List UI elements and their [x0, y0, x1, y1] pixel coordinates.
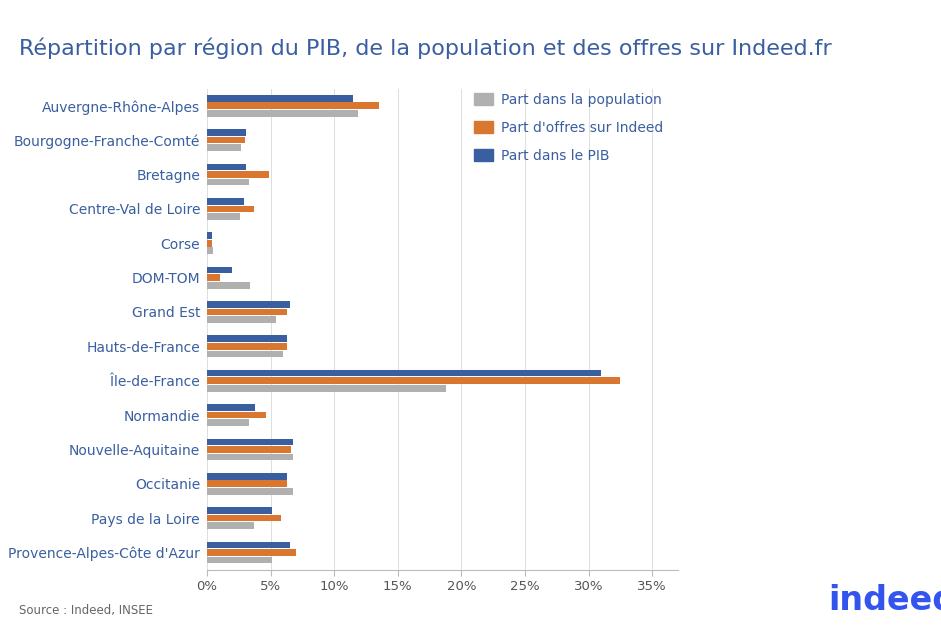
Bar [207, 282, 250, 289]
Bar [207, 110, 359, 116]
Legend: Part dans la population, Part d'offres sur Indeed, Part dans le PIB: Part dans la population, Part d'offres s… [467, 86, 671, 170]
Bar [207, 316, 276, 323]
Bar [207, 549, 296, 556]
Bar [207, 351, 283, 357]
Bar [207, 404, 255, 411]
Bar [207, 206, 254, 212]
Bar [207, 137, 246, 144]
Bar [207, 179, 249, 185]
Bar [207, 266, 232, 273]
Bar [207, 446, 291, 453]
Bar [207, 515, 280, 522]
Text: indeed: indeed [828, 584, 941, 617]
Bar [207, 164, 247, 170]
Bar [207, 274, 220, 281]
Bar [207, 129, 247, 136]
Bar [207, 522, 254, 529]
Bar [207, 377, 620, 384]
Bar [207, 343, 287, 349]
Bar [207, 439, 294, 445]
Bar [207, 419, 249, 426]
Bar [207, 309, 287, 315]
Bar [207, 507, 272, 514]
Bar [207, 488, 294, 494]
Bar [207, 232, 212, 239]
Bar [207, 335, 287, 342]
Bar [207, 557, 272, 563]
Bar [207, 144, 241, 151]
Bar [207, 385, 446, 392]
Bar [207, 454, 294, 460]
Bar [207, 542, 290, 548]
Bar [207, 473, 287, 480]
Bar [207, 370, 601, 377]
Text: Répartition par région du PIB, de la population et des offres sur Indeed.fr: Répartition par région du PIB, de la pop… [19, 38, 832, 60]
Bar [207, 301, 290, 308]
Text: Source : Indeed, INSEE: Source : Indeed, INSEE [19, 604, 152, 617]
Bar [207, 198, 244, 204]
Bar [207, 411, 265, 418]
Bar [207, 240, 212, 247]
Bar [207, 480, 287, 487]
Bar [207, 95, 353, 101]
Bar [207, 248, 214, 254]
Bar [207, 171, 269, 178]
Bar [207, 213, 240, 220]
Bar [207, 103, 378, 109]
